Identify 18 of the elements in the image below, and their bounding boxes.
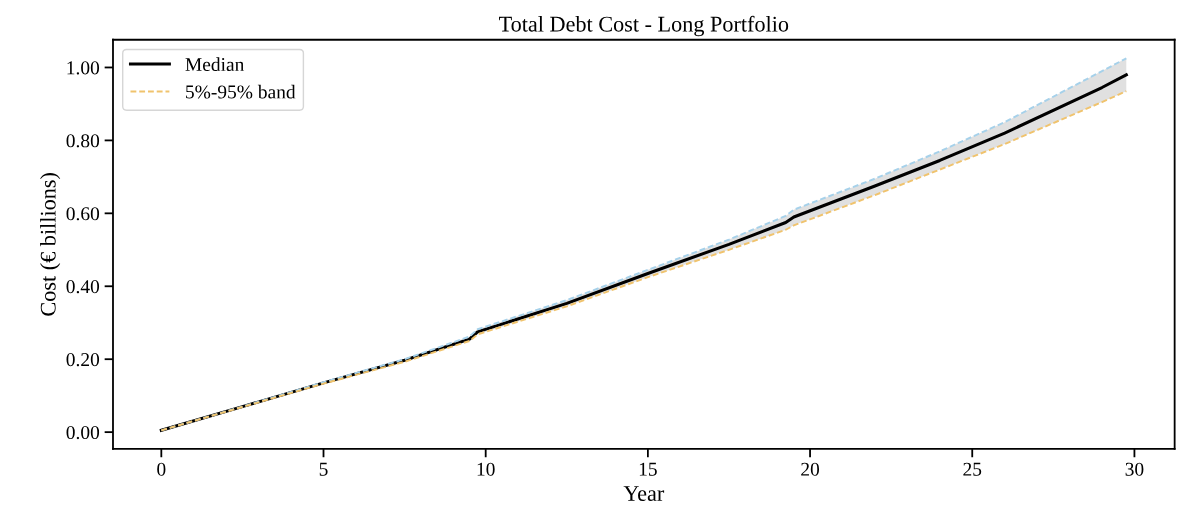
- x-tick-label: 10: [477, 462, 495, 476]
- legend-label: Median: [185, 57, 245, 72]
- x-tick-label: 30: [1125, 462, 1144, 476]
- x-tick-label: 5: [319, 462, 328, 476]
- x-tick-label: 25: [963, 462, 982, 476]
- chart-title: Total Debt Cost - Long Portfolio: [499, 15, 789, 37]
- y-axis-title: Cost (€ billions): [40, 173, 61, 316]
- legend-label: 5%-95% band: [186, 84, 296, 99]
- y-tick-label: 0.80: [66, 134, 100, 148]
- y-tick-label: 1.00: [67, 61, 100, 75]
- y-tick-label: 0.20: [66, 353, 100, 367]
- x-tick-label: 0: [157, 462, 166, 476]
- y-tick-label: 0.00: [66, 425, 100, 440]
- x-tick-label: 15: [639, 462, 657, 476]
- y-tick-label: 0.40: [66, 280, 100, 294]
- x-axis-title: Year: [623, 486, 665, 501]
- y-tick-label: 0.60: [66, 207, 100, 221]
- x-tick-label: 20: [801, 462, 820, 476]
